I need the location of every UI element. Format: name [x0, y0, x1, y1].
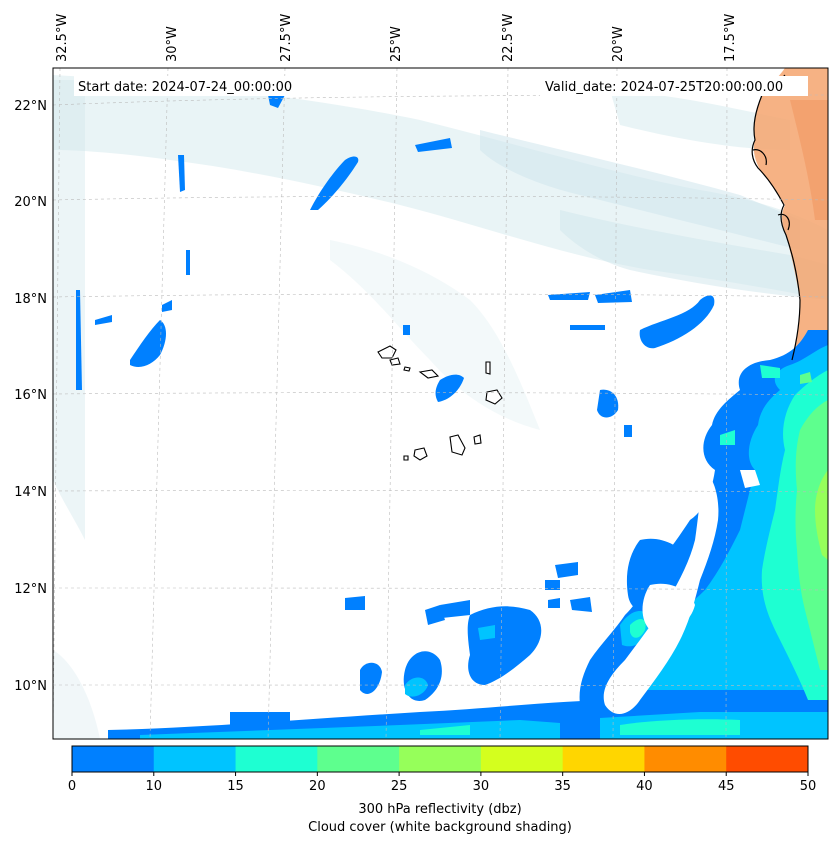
lat-label-20n: 20°N — [14, 195, 47, 210]
colorbar-tick-label: 20 — [309, 779, 326, 794]
colorbar-border — [71, 745, 809, 773]
lat-label-10n: 10°N — [14, 679, 47, 694]
colorbar-label-reflectivity: 300 hPa reflectivity (dbz) — [358, 802, 521, 817]
colorbar-cell-4 — [399, 746, 482, 772]
colorbar-tick-label: 40 — [636, 779, 653, 794]
reflectivity-field — [76, 95, 828, 739]
colorbar-cell-3 — [317, 746, 400, 772]
cape-verde-islands — [377, 345, 503, 461]
colorbar-label-cloud-cover: Cloud cover (white background shading) — [308, 820, 572, 835]
colorbar-cell-0 — [72, 746, 155, 772]
colorbar-cell-7 — [644, 746, 727, 772]
colorbar-tick-label: 35 — [554, 779, 571, 794]
lon-label-22-5w: 22.5°W — [501, 14, 516, 62]
gridlines — [53, 68, 828, 739]
lat-label-14n: 14°N — [14, 485, 47, 500]
colorbar: 0 10 15 20 25 30 35 40 45 50 300 hPa reflectivity… — [68, 745, 816, 835]
lat-label-18n: 18°N — [14, 292, 47, 307]
colorbar-tick-label: 45 — [718, 779, 735, 794]
colorbar-tick-label: 0 — [68, 779, 76, 794]
longitude-labels: 32.5°W 30°W 27.5°W 25°W 22.5°W 20°W 17.5… — [55, 14, 738, 62]
colorbar-cell-1 — [153, 746, 237, 772]
colorbar-tick-label: 15 — [227, 779, 244, 794]
valid-date-box — [540, 76, 808, 96]
colorbar-tick-label: 30 — [473, 779, 490, 794]
map-content — [53, 68, 828, 739]
colorbar-tick-label: 25 — [391, 779, 408, 794]
lat-label-16n: 16°N — [14, 388, 47, 403]
lon-label-32-5w: 32.5°W — [55, 14, 70, 62]
colorbar-ticks: 0 10 15 20 25 30 35 40 45 50 — [68, 772, 816, 794]
colorbar-tick-label: 50 — [800, 779, 817, 794]
cloud-cover-shading — [53, 75, 828, 739]
lon-label-30w: 30°W — [165, 26, 180, 62]
colorbar-cell-2 — [235, 746, 318, 772]
colorbar-cell-8 — [726, 746, 809, 772]
colorbar-tick-label: 10 — [146, 779, 163, 794]
lon-label-17-5w: 17.5°W — [723, 14, 738, 62]
land-mass — [753, 68, 828, 360]
lat-label-12n: 12°N — [14, 582, 47, 597]
valid-date-label: Valid_date: 2024-07-25T20:00:00.00 — [545, 80, 783, 95]
start-date-label: Start date: 2024-07-24_00:00:00 — [78, 80, 292, 95]
coastline — [751, 74, 801, 361]
map-frame — [52, 67, 829, 740]
start-date-box — [74, 76, 314, 96]
latitude-labels: 22°N 20°N 18°N 16°N 14°N 12°N 10°N — [14, 99, 47, 694]
lat-label-22n: 22°N — [14, 99, 47, 114]
colorbar-cell-5 — [480, 746, 564, 772]
lon-label-25w: 25°W — [389, 26, 404, 62]
lon-label-20w: 20°W — [611, 26, 626, 62]
colorbar-cells — [72, 746, 809, 772]
lon-label-27-5w: 27.5°W — [279, 14, 294, 62]
colorbar-cell-6 — [562, 746, 645, 772]
